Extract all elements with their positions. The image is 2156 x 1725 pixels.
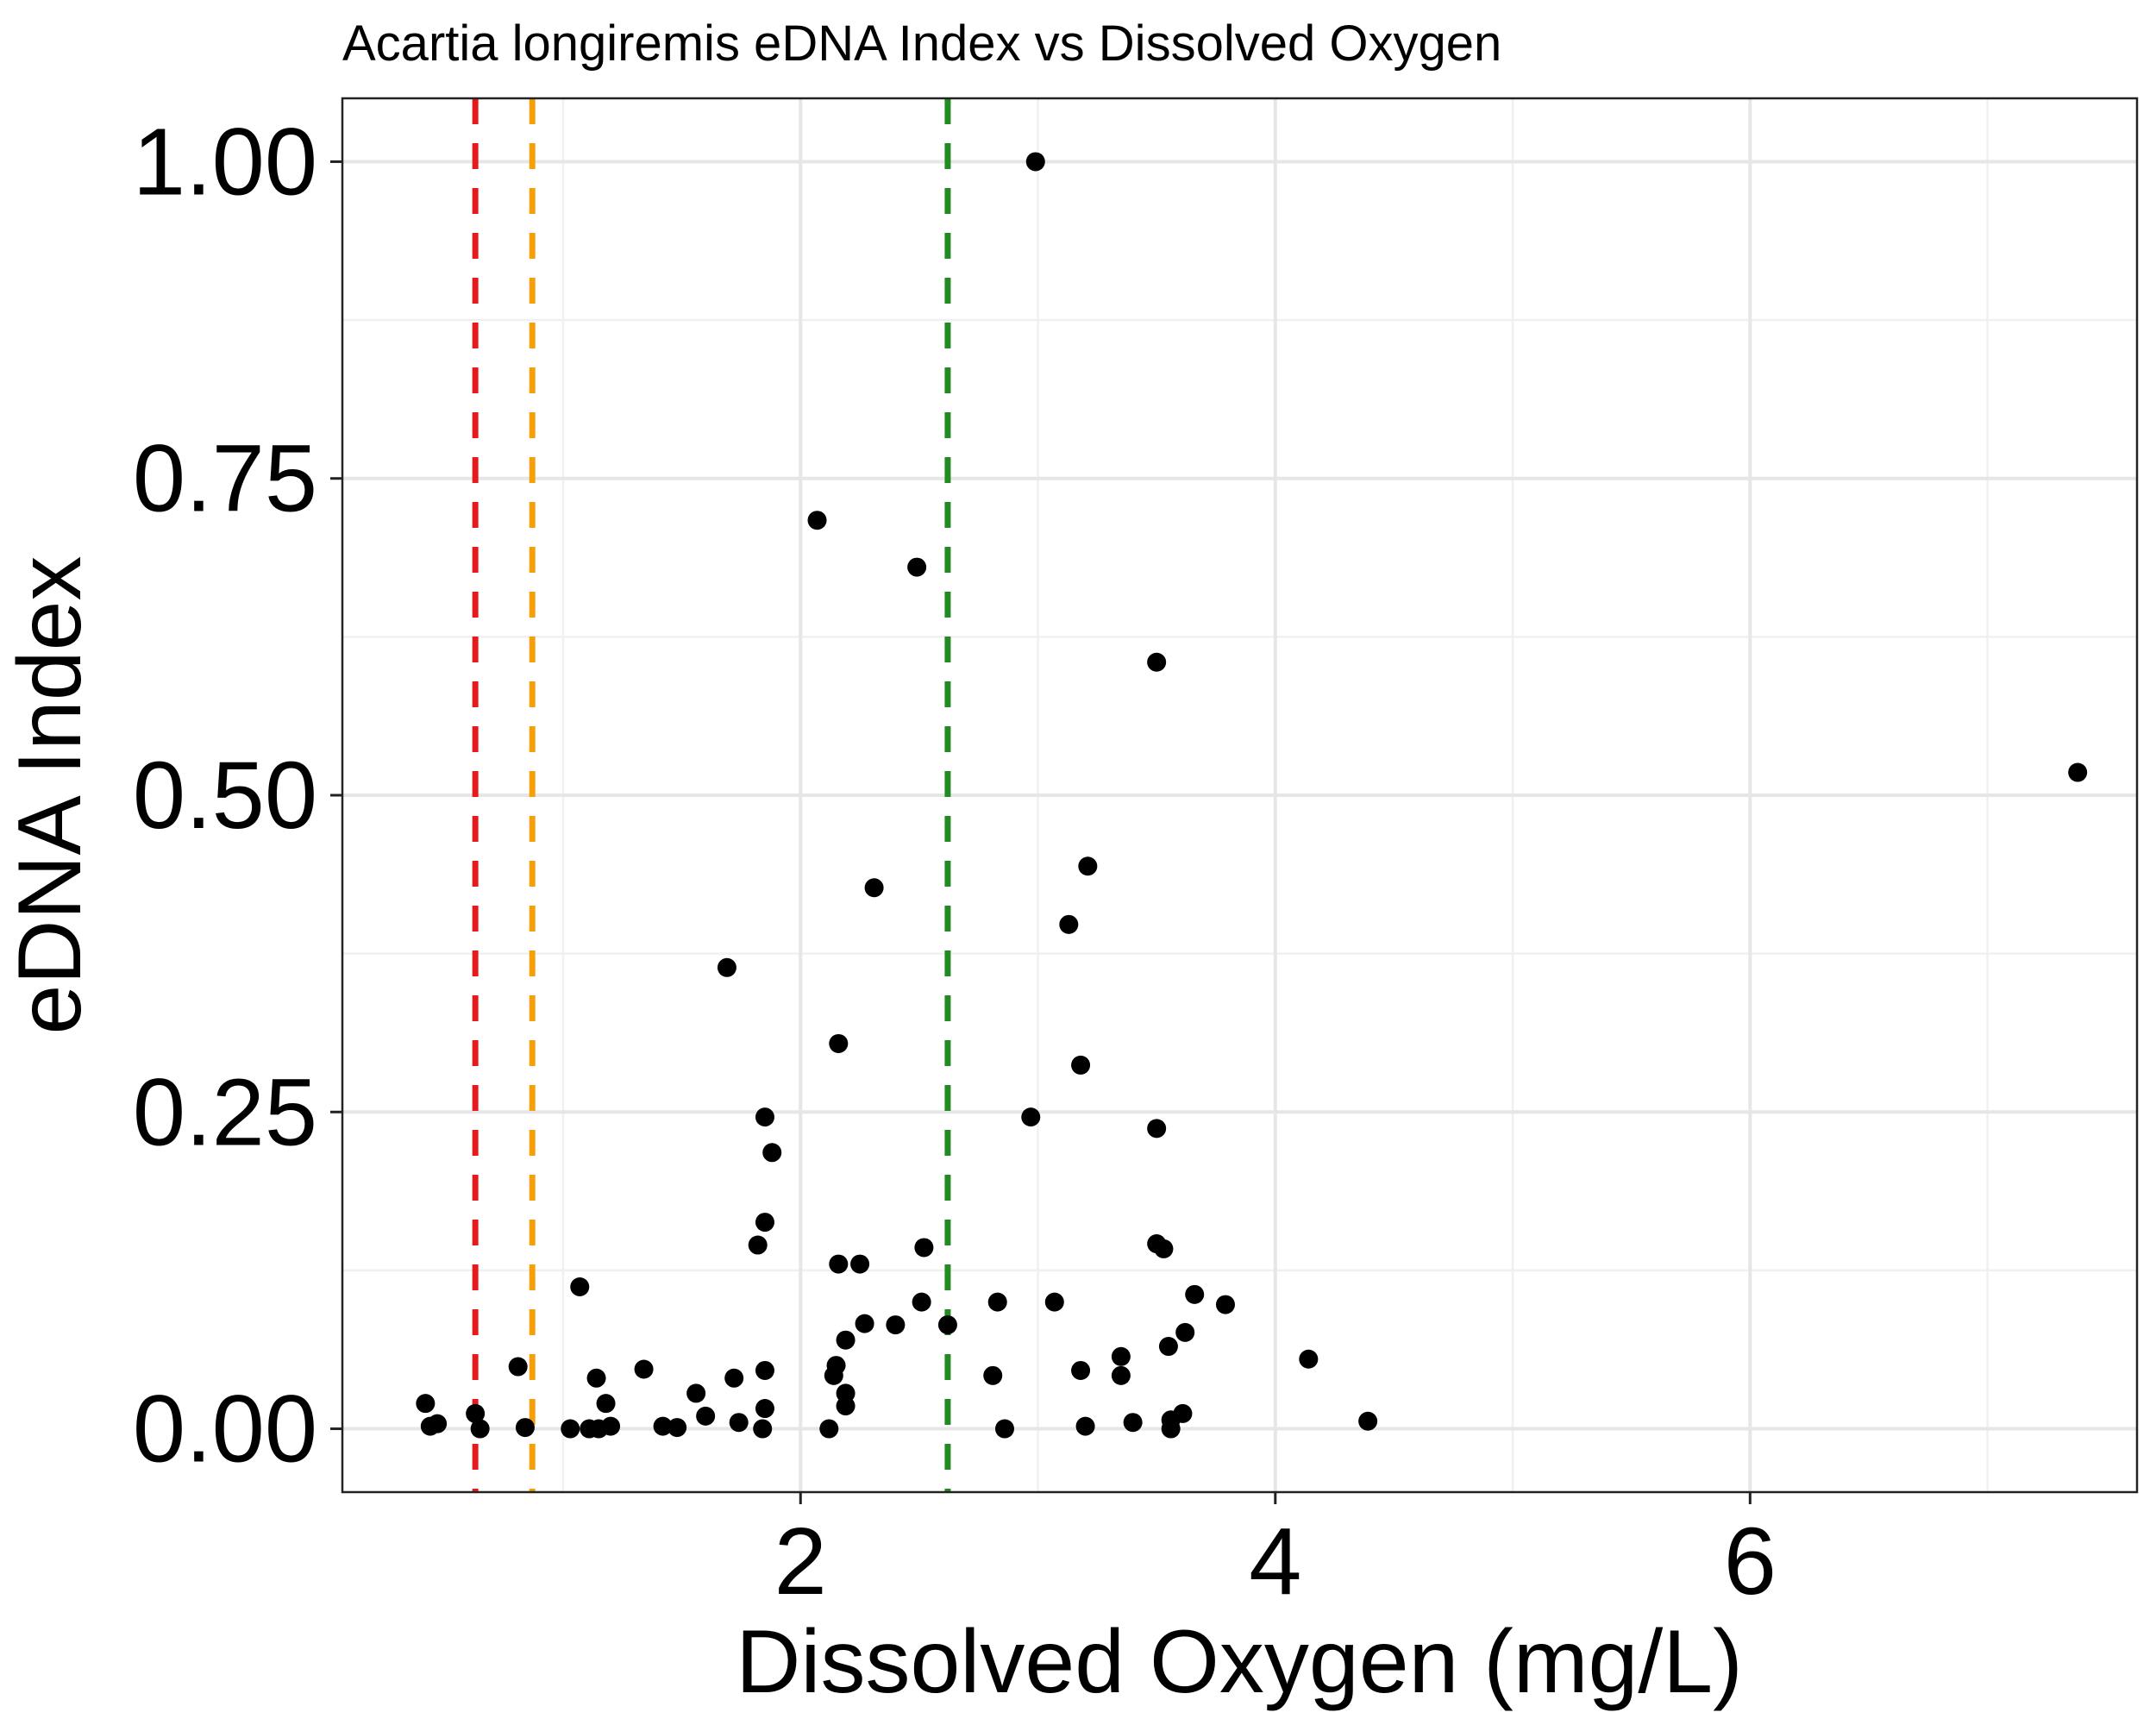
data-point bbox=[807, 511, 827, 530]
x-tick-label: 2 bbox=[774, 1509, 827, 1615]
data-point bbox=[696, 1406, 716, 1426]
data-point bbox=[1071, 1055, 1091, 1075]
data-point bbox=[2068, 762, 2088, 782]
major-gridlines bbox=[342, 98, 2137, 1492]
data-point bbox=[914, 1238, 934, 1258]
data-point bbox=[755, 1399, 774, 1419]
y-tick-label: 1.00 bbox=[133, 109, 317, 215]
data-point bbox=[836, 1396, 856, 1416]
data-point bbox=[586, 1368, 606, 1388]
data-point bbox=[748, 1235, 768, 1255]
data-point bbox=[466, 1403, 486, 1423]
data-point bbox=[755, 1360, 774, 1380]
data-point bbox=[515, 1418, 535, 1438]
data-point bbox=[886, 1315, 906, 1335]
y-tick-label: 0.75 bbox=[133, 426, 317, 532]
data-point bbox=[1025, 152, 1045, 172]
data-point bbox=[836, 1330, 856, 1350]
data-point bbox=[1175, 1322, 1195, 1342]
data-point bbox=[1173, 1403, 1193, 1423]
data-point bbox=[1185, 1284, 1205, 1304]
data-point bbox=[601, 1416, 621, 1436]
reference-lines bbox=[472, 98, 951, 1492]
y-axis-title: eDNA Index bbox=[0, 556, 100, 1035]
data-point bbox=[1111, 1346, 1131, 1366]
data-point bbox=[983, 1365, 1003, 1385]
data-point bbox=[570, 1277, 590, 1297]
data-point bbox=[1078, 856, 1098, 876]
axis-ticks bbox=[330, 160, 1752, 1504]
data-point bbox=[1154, 1239, 1174, 1258]
data-point bbox=[855, 1314, 874, 1333]
data-point bbox=[850, 1254, 870, 1274]
data-point bbox=[508, 1357, 528, 1377]
data-point bbox=[1075, 1416, 1095, 1436]
data-point bbox=[753, 1419, 773, 1439]
data-point bbox=[634, 1359, 654, 1379]
data-point bbox=[667, 1418, 687, 1438]
data-point bbox=[561, 1419, 580, 1439]
data-point bbox=[416, 1394, 436, 1414]
data-point bbox=[1044, 1292, 1064, 1312]
data-point bbox=[829, 1033, 849, 1053]
data-point bbox=[755, 1107, 774, 1127]
data-point bbox=[596, 1394, 616, 1414]
data-point bbox=[907, 557, 927, 577]
y-axis-tick-labels: 0.00 0.25 0.50 0.75 1.00 bbox=[133, 109, 317, 1482]
data-point bbox=[762, 1143, 782, 1163]
data-point bbox=[470, 1419, 490, 1439]
data-point bbox=[1111, 1365, 1131, 1385]
minor-gridlines bbox=[342, 98, 2137, 1492]
x-tick-label: 6 bbox=[1724, 1509, 1777, 1615]
data-point bbox=[1147, 1119, 1167, 1138]
y-tick-label: 0.00 bbox=[133, 1377, 317, 1483]
chart-title: Acartia longiremis eDNA Index vs Dissolv… bbox=[342, 16, 1501, 72]
data-point bbox=[819, 1419, 839, 1439]
x-axis-tick-labels: 2 4 6 bbox=[774, 1509, 1777, 1615]
y-tick-label: 0.25 bbox=[133, 1059, 317, 1165]
data-point bbox=[937, 1315, 957, 1335]
data-point bbox=[1147, 652, 1167, 672]
y-tick-label: 0.50 bbox=[133, 743, 317, 849]
data-point bbox=[1358, 1411, 1378, 1431]
data-point bbox=[1021, 1107, 1041, 1127]
data-point bbox=[1299, 1349, 1319, 1369]
data-point bbox=[826, 1356, 846, 1376]
data-point bbox=[1161, 1419, 1181, 1439]
data-points bbox=[416, 152, 2088, 1439]
data-point bbox=[653, 1416, 673, 1436]
x-axis-title: Dissolved Oxygen (mg/L) bbox=[736, 1612, 1743, 1712]
data-point bbox=[428, 1414, 448, 1433]
data-point bbox=[829, 1254, 849, 1274]
data-point bbox=[1071, 1360, 1091, 1380]
data-point bbox=[717, 957, 736, 977]
data-point bbox=[724, 1368, 744, 1388]
data-point bbox=[912, 1292, 931, 1312]
data-point bbox=[729, 1413, 749, 1433]
data-point bbox=[1059, 914, 1079, 934]
data-point bbox=[755, 1213, 774, 1233]
data-point bbox=[987, 1292, 1007, 1312]
data-point bbox=[1215, 1295, 1235, 1314]
data-point bbox=[1123, 1413, 1143, 1433]
data-point bbox=[686, 1383, 706, 1403]
data-point bbox=[994, 1419, 1014, 1439]
data-point bbox=[864, 878, 884, 898]
data-point bbox=[1158, 1337, 1178, 1357]
x-tick-label: 4 bbox=[1249, 1509, 1301, 1615]
